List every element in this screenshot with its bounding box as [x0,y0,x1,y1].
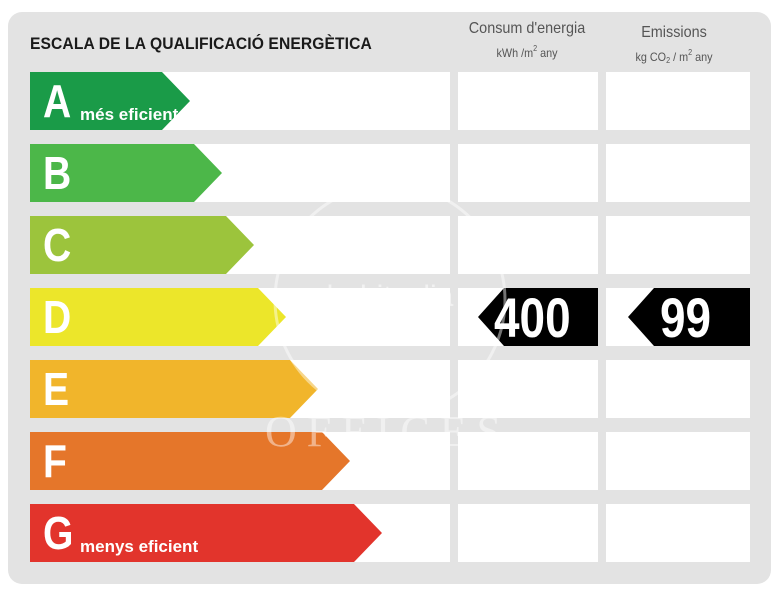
grade-bar-c: C [30,216,254,274]
grade-caption: menys eficient [80,537,199,556]
consumption-value: 400 [494,286,571,349]
emissions-cell-f [606,432,750,490]
consumption-rating-tag: 400 [478,286,598,349]
grade-letter: E [43,363,70,415]
emissions-rating-tag: 99 [628,286,750,349]
grade-caption: més eficient [80,105,179,124]
consumption-cell-c [458,216,598,274]
grade-bar-f: F [30,432,350,490]
emissions-cell-b [606,144,750,202]
consumption-label: Consum d'energia [468,20,586,37]
grade-bar-e: E [30,360,318,418]
emissions-column-header: Emissions kg CO2 / m2 any [606,24,742,65]
consumption-cell-e [458,360,598,418]
consumption-unit: kWh /m2 any [496,44,558,60]
consumption-cell-b [458,144,598,202]
consumption-cell-f [458,432,598,490]
emissions-cell-a [606,72,750,130]
grade-letter: D [43,291,72,343]
grade-letter: C [43,219,72,271]
consumption-column-header: Consum d'energia kWh /m2 any [457,20,597,60]
grade-letter: G [43,507,74,559]
grade-bar-b: B [30,144,222,202]
grade-letter: A [43,75,72,127]
grade-bar-d: D [30,288,286,346]
emissions-value: 99 [660,286,712,349]
emissions-cell-g [606,504,750,562]
emissions-cell-c [606,216,750,274]
emissions-unit: kg CO2 / m2 any [635,48,713,65]
grade-letter: B [43,147,72,199]
consumption-cell-a [458,72,598,130]
consumption-cell-g [458,504,598,562]
emissions-label: Emissions [641,24,707,41]
energy-scale-title: ESCALA DE LA QUALIFICACIÓ ENERGÈTICA [30,34,372,53]
emissions-cell-e [606,360,750,418]
grade-letter: F [43,435,67,487]
